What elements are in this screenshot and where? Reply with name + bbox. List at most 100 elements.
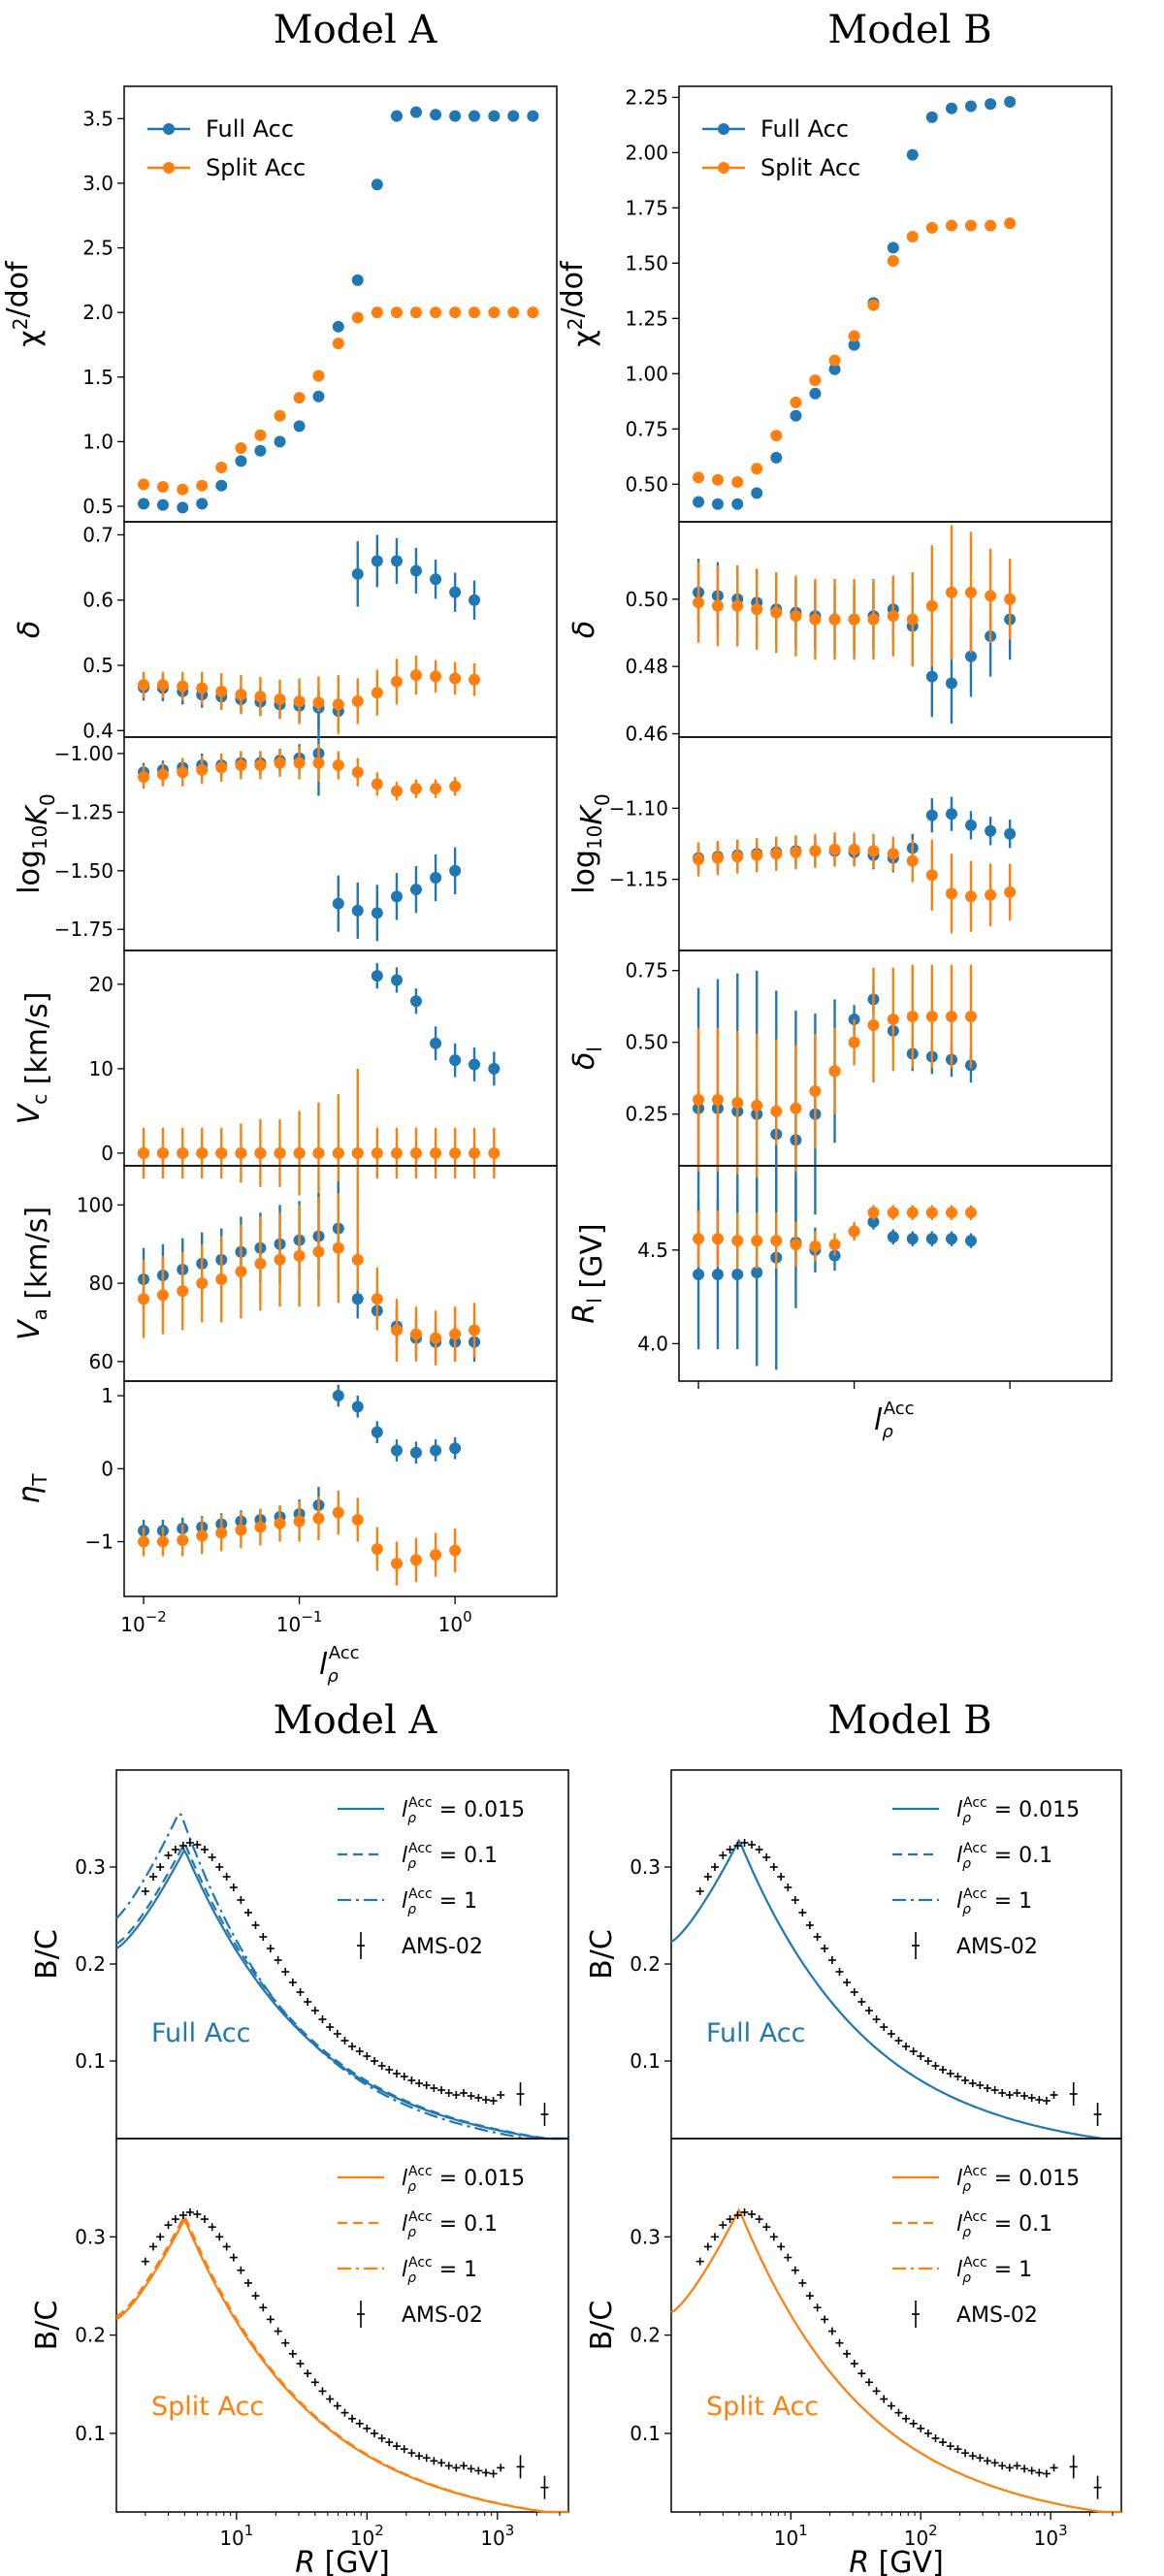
split-point xyxy=(138,679,150,692)
split-point xyxy=(790,396,802,408)
panel-annotation: Full Acc xyxy=(706,2018,805,2048)
legend-label: Full Acc xyxy=(760,115,849,143)
y-tick-label: −1.00 xyxy=(54,742,113,765)
y-tick-label: 0.50 xyxy=(625,472,668,496)
y-tick-label: 0.25 xyxy=(625,1103,668,1126)
bc-chart0-panel-1: 0.1 0.2 0.3 Split Acc lρAcc = 0.015 lρAcc = 0… xyxy=(75,2139,569,2514)
y-tick-label: 0.5 xyxy=(82,495,113,518)
y-tick-label: 4.0 xyxy=(637,1332,668,1355)
full-point xyxy=(527,110,539,122)
full-point xyxy=(711,498,724,510)
split-point xyxy=(409,306,422,319)
bc-chart1-panel-0: 0.1 0.2 0.3 Full Acc lρAcc = 0.015 lρAcc = 0.… xyxy=(630,1770,1122,2141)
x-tick-label: 103 xyxy=(1034,2522,1068,2550)
split-point xyxy=(790,1102,802,1114)
split-point xyxy=(770,430,783,442)
full-point xyxy=(945,1233,957,1245)
split-point xyxy=(964,1207,977,1219)
full-point xyxy=(430,1444,442,1457)
full-point xyxy=(390,890,403,903)
split-point xyxy=(711,473,724,486)
x-axis-label: R [GV] xyxy=(849,2546,944,2576)
split-point xyxy=(751,463,763,475)
full-point xyxy=(332,320,344,333)
split-point xyxy=(693,1233,705,1245)
full-point xyxy=(887,242,899,254)
split-point xyxy=(449,306,462,319)
split-point xyxy=(945,1207,957,1219)
full-point xyxy=(507,110,520,122)
split-point xyxy=(469,1324,481,1336)
split-point xyxy=(390,1558,403,1570)
split-point xyxy=(409,669,422,682)
y-tick-label: 3.5 xyxy=(82,107,113,130)
full-point xyxy=(1004,827,1017,840)
panel-frame xyxy=(678,1165,1113,1382)
split-point xyxy=(215,462,228,474)
split-point xyxy=(371,778,383,790)
split-point xyxy=(235,1524,247,1536)
y-tick-label: 0.75 xyxy=(625,959,668,982)
full-point xyxy=(985,98,997,111)
split-point xyxy=(985,888,997,901)
split-point xyxy=(351,1253,364,1266)
y-tick-label: 0.3 xyxy=(630,1855,661,1879)
split-point xyxy=(351,311,364,324)
full-point xyxy=(925,809,938,821)
full-point xyxy=(274,435,286,448)
y-axis-label: δ xyxy=(567,621,601,638)
y-tick-label: 0.50 xyxy=(625,1031,668,1054)
legend-label: AMS-02 xyxy=(402,2303,483,2328)
full-point xyxy=(731,1268,744,1280)
split-point xyxy=(156,1289,169,1302)
split-point xyxy=(274,1253,286,1266)
split-point xyxy=(409,783,422,795)
split-point xyxy=(964,586,977,598)
full-point xyxy=(138,498,150,510)
full-point xyxy=(925,1233,938,1245)
y-tick-label: 0.46 xyxy=(625,723,668,746)
split-point xyxy=(274,1146,286,1159)
split-point xyxy=(985,219,997,232)
split-point xyxy=(254,1257,267,1270)
y-tick-label: 1.5 xyxy=(82,366,113,389)
split-point xyxy=(254,1521,267,1533)
split-point xyxy=(711,1233,724,1245)
panel-frame xyxy=(123,950,558,1167)
split-point xyxy=(906,613,919,626)
full-point xyxy=(156,499,169,511)
split-point xyxy=(731,475,744,488)
y-tick-label: −1.75 xyxy=(54,918,113,941)
split-point xyxy=(254,429,267,441)
split-point xyxy=(177,1534,189,1547)
y-tick-label: 2.25 xyxy=(625,85,668,109)
panel-frame xyxy=(678,736,1113,951)
split-point xyxy=(390,675,403,688)
full-point xyxy=(371,1426,383,1438)
full-point xyxy=(409,995,422,1008)
full-point xyxy=(351,274,364,286)
split-point xyxy=(1004,217,1017,230)
split-point xyxy=(751,849,763,861)
split-point xyxy=(293,695,306,707)
split-point xyxy=(809,1085,822,1098)
split-point xyxy=(430,1146,442,1159)
split-point xyxy=(985,590,997,602)
split-point xyxy=(177,483,189,496)
y-axis-label: δl xyxy=(567,1046,606,1070)
split-point xyxy=(371,1543,383,1556)
legend-label: lρAcc = 1 xyxy=(402,1886,477,1917)
split-point xyxy=(235,1146,247,1159)
split-point xyxy=(751,1099,763,1111)
y-tick-label: 0.2 xyxy=(630,2324,661,2347)
split-point xyxy=(215,1146,228,1159)
split-point xyxy=(390,1324,403,1336)
full-point xyxy=(848,338,860,351)
split-point xyxy=(711,852,724,864)
chart1-panel-2: −1.15 −1.10 xyxy=(609,736,1113,951)
y-tick-label: 2.0 xyxy=(82,301,113,324)
legend-marker xyxy=(163,162,175,174)
split-point xyxy=(945,887,957,900)
full-point xyxy=(215,479,228,492)
split-point xyxy=(964,1011,977,1023)
